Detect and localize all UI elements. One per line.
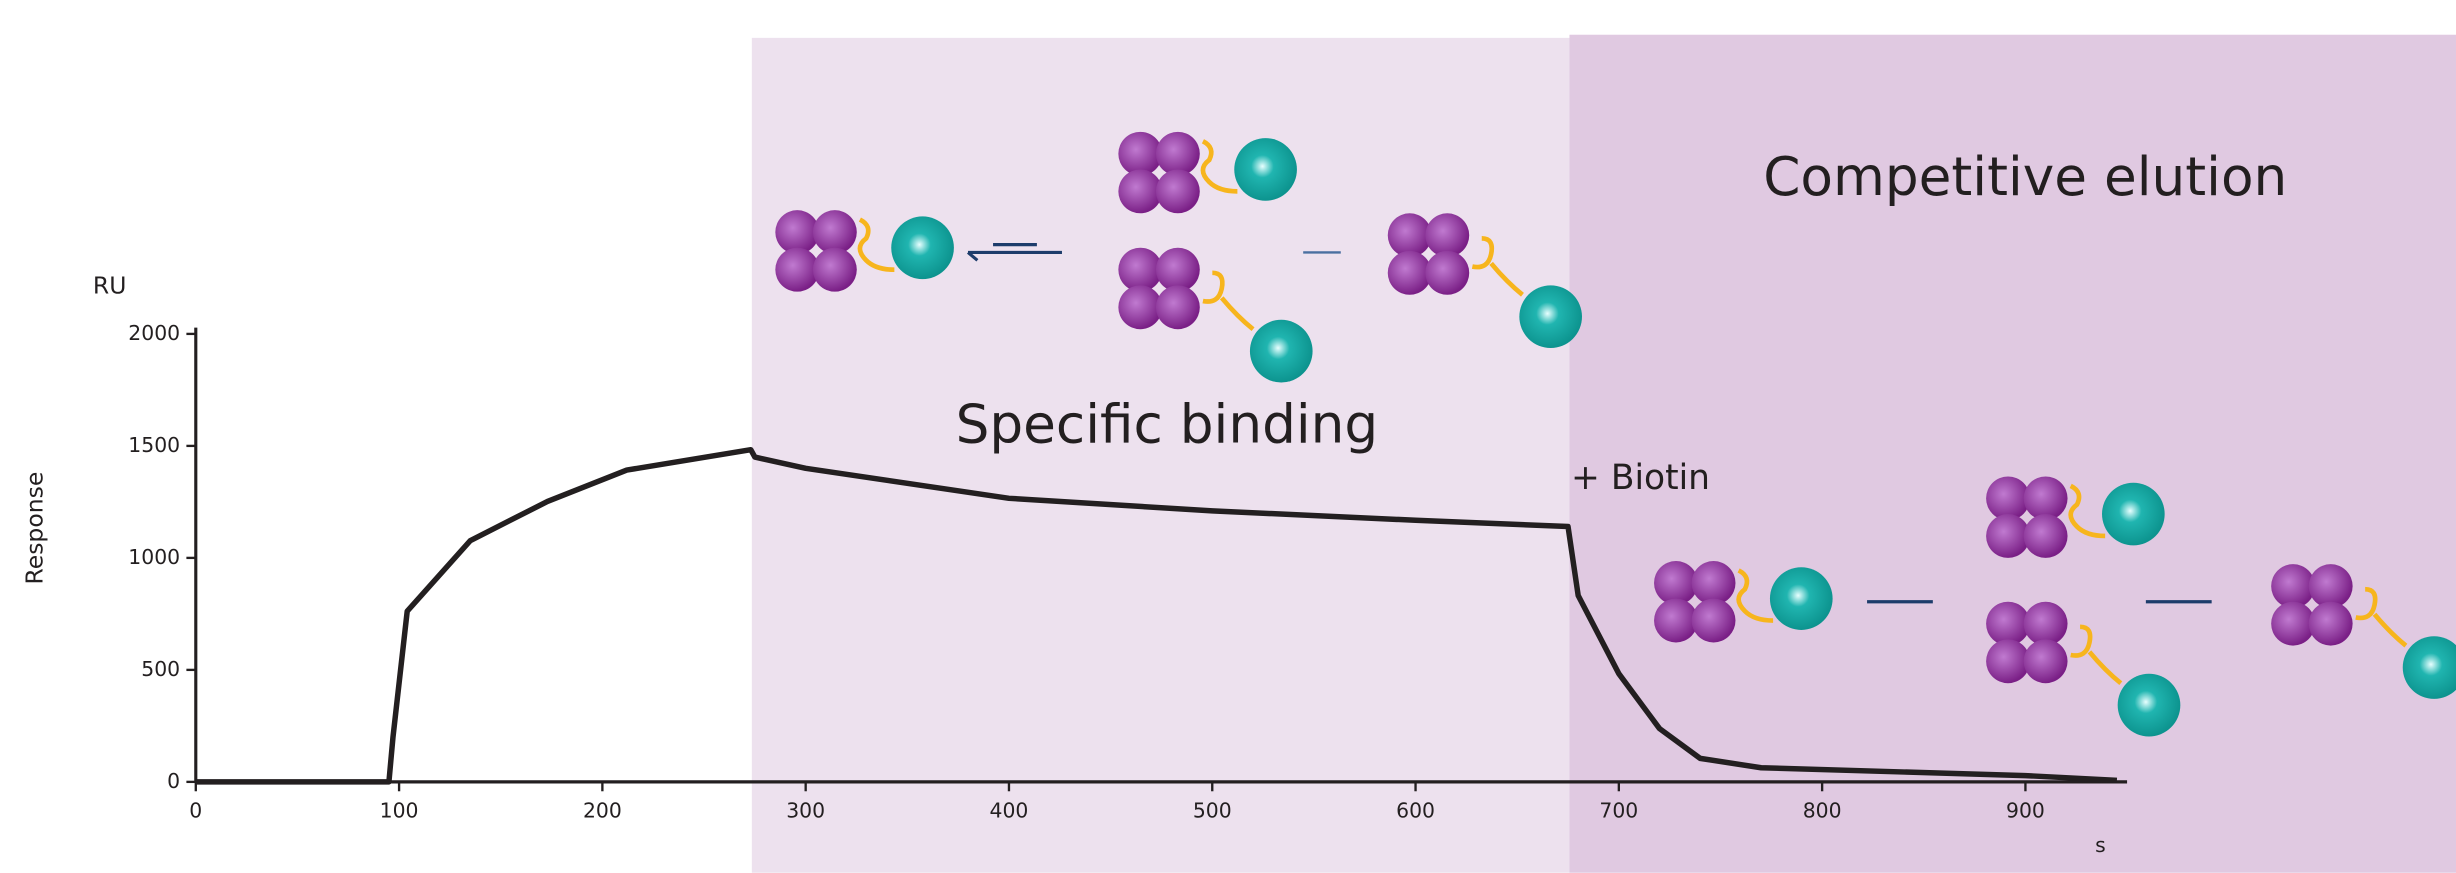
y-tick-label: 0	[167, 769, 180, 793]
y-unit: RU	[93, 271, 127, 299]
x-tick-label: 200	[583, 799, 622, 823]
chart: RU Response s Specific binding Competiti…	[0, 0, 2456, 873]
x-tick-label: 300	[786, 799, 825, 823]
x-tick-label: 800	[1803, 799, 1842, 823]
x-tick-label: 900	[2006, 799, 2045, 823]
x-tick-label: 700	[1599, 799, 1638, 823]
x-tick-label: 100	[380, 799, 419, 823]
x-tick-label: 500	[1193, 799, 1232, 823]
y-tick-label: 1500	[128, 433, 180, 457]
y-axis-label: Response	[21, 472, 49, 585]
annotation: Specific binding	[956, 394, 1379, 456]
x-tick-label: 600	[1396, 799, 1435, 823]
x-tick-label: 400	[990, 799, 1029, 823]
y-tick-label: 1000	[128, 545, 180, 569]
annotation: Competitive elution	[1763, 146, 2287, 208]
x-tick-label: 0	[189, 799, 202, 823]
y-tick-label: 500	[141, 657, 180, 681]
y-tick-label: 2000	[128, 321, 180, 345]
annotation: + Biotin	[1571, 458, 1710, 498]
x-unit: s	[2095, 833, 2106, 857]
